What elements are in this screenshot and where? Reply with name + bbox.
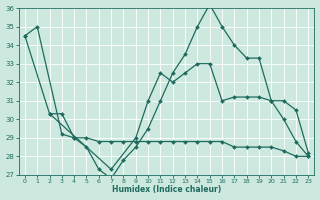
X-axis label: Humidex (Indice chaleur): Humidex (Indice chaleur) <box>112 185 221 194</box>
